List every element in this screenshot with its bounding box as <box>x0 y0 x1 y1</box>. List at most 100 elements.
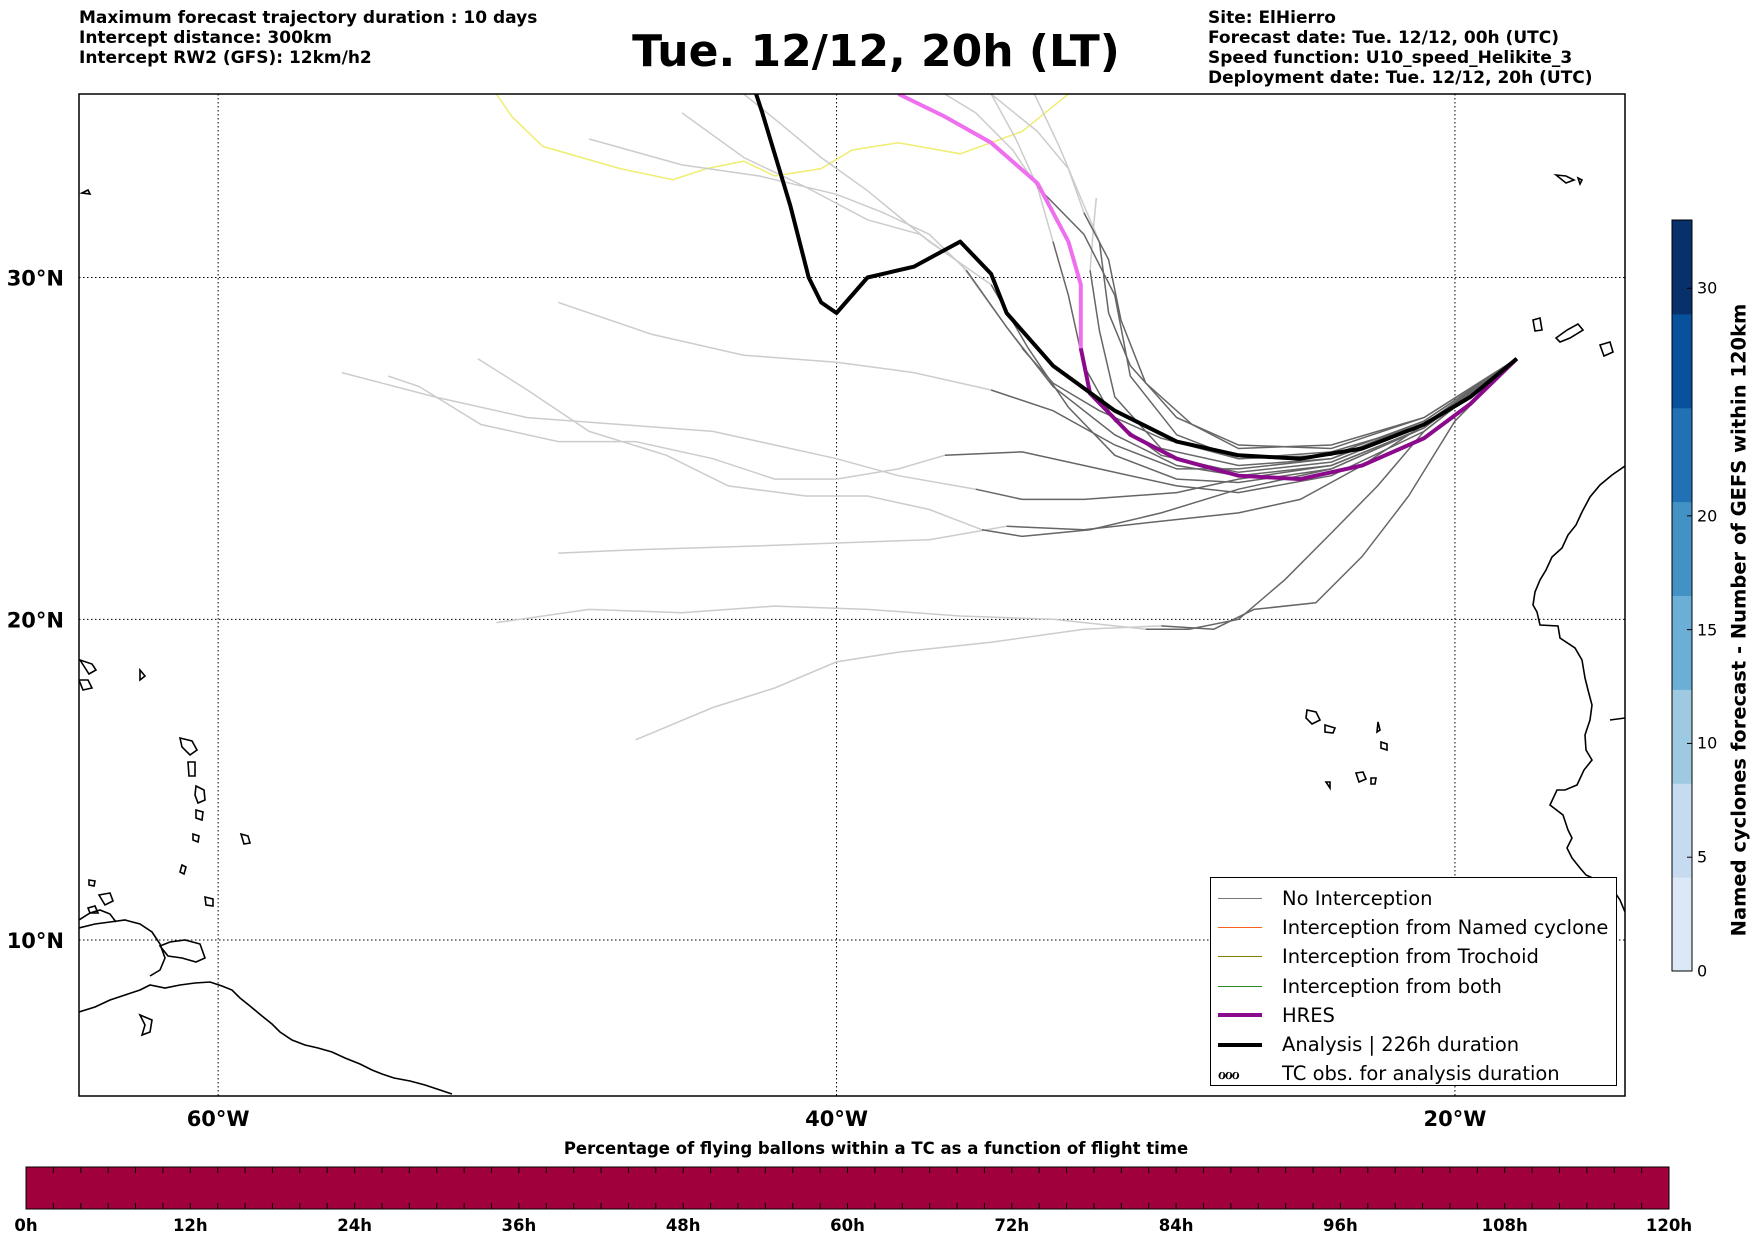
colorbar-segment <box>1672 689 1692 784</box>
settings-line-duration: Maximum forecast trajectory duration : 1… <box>79 8 538 28</box>
coastline-lesser-antilles-11 <box>86 905 100 914</box>
settings-line-intercept-rw2: Intercept RW2 (GFS): 12km/h2 <box>79 48 372 68</box>
legend-item-both: Interception from both <box>1211 972 1616 1001</box>
legend-swatch <box>1218 898 1262 900</box>
hres-trajectory <box>1078 347 1519 482</box>
lat-tick-label: 20°N <box>7 608 64 632</box>
legend-swatch <box>1218 956 1262 958</box>
legend-item-tc-obs: ℴℴℴ TC obs. for analysis duration <box>1211 1059 1616 1088</box>
ensemble-trajectory-late <box>558 301 992 391</box>
colorbar-frame <box>1671 219 1693 972</box>
forecast-date-line: Forecast date: Tue. 12/12, 00h (UTC) <box>1208 28 1559 48</box>
site-line: Site: ElHierro <box>1208 8 1336 28</box>
legend-item-no-interception: No Interception <box>1211 884 1616 913</box>
coastline-lesser-antilles-3 <box>187 761 196 777</box>
flight-time-tick-label: 24h <box>337 1216 372 1235</box>
cyclone-count-tick-label: 0 <box>1697 961 1708 981</box>
coastline-guinea <box>1609 717 1625 721</box>
ensemble-trajectory-late <box>944 94 1039 188</box>
coastline-lesser-antilles-5 <box>195 808 204 822</box>
cyclone-count-tick-label: 5 <box>1697 847 1708 867</box>
coastline-madeira <box>1553 173 1576 184</box>
legend-swatch <box>1218 985 1262 987</box>
cyclone-count-tick-label: 20 <box>1697 506 1718 526</box>
coastline-lesser-antilles-14 <box>79 679 94 691</box>
lat-tick-label: 30°N <box>7 266 64 290</box>
coastline-cape-verde-5 <box>1354 771 1368 784</box>
colorbar-segment <box>1672 501 1692 596</box>
coastline-canary-2 <box>1554 322 1585 343</box>
legend-item-hres: HRES <box>1211 1001 1616 1030</box>
coastline-venezuela <box>79 919 166 977</box>
coastline-azores-edge <box>79 188 92 195</box>
coastline-lesser-antilles-1 <box>79 658 98 676</box>
ensemble-trajectory-late <box>387 375 946 480</box>
coastline-lesser-antilles-4 <box>194 784 206 805</box>
coastline-cape-verde-7 <box>1324 781 1331 791</box>
coastline-lesser-antilles-10 <box>97 892 115 907</box>
ensemble-trajectory <box>1036 186 1518 460</box>
coastline-gulf <box>79 909 117 923</box>
speed-function-line: Speed function: U10_speed_Helikite_3 <box>1208 48 1573 68</box>
legend-label: HRES <box>1282 1003 1335 1027</box>
coastline-lesser-antilles-8 <box>239 832 252 845</box>
legend-swatch <box>1218 1042 1262 1047</box>
coastline-trinidad <box>158 939 207 963</box>
trajectory-layer <box>341 94 1519 741</box>
coastline-africa <box>1532 465 1625 913</box>
legend-swatch <box>1218 927 1262 929</box>
flight-time-colorbar-title: Percentage of flying ballons within a TC… <box>563 1139 1189 1158</box>
cyclone-count-tick-label: 30 <box>1697 278 1718 298</box>
ensemble-trajectory <box>944 358 1518 494</box>
cyclone-count-colorbar-title: Named cyclones forecast - Number of GEFS… <box>1727 303 1751 937</box>
flight-time-tick-label: 12h <box>172 1216 208 1235</box>
legend: No Interception Interception from Named … <box>1210 877 1617 1086</box>
ensemble-trajectory-late <box>341 371 976 490</box>
colorbar-segment <box>1672 220 1692 315</box>
legend-item-analysis: Analysis | 226h duration <box>1211 1030 1616 1059</box>
coastline-lesser-antilles-7 <box>179 863 187 876</box>
coastline-cape-verde-4 <box>1380 740 1388 752</box>
coastline-lesser-antilles-2 <box>178 736 199 757</box>
ensemble-trajectory-late <box>477 358 983 531</box>
coastline-lesser-antilles-12 <box>204 895 214 907</box>
lat-tick-label: 10°N <box>7 929 64 953</box>
flight-time-tick-label: 0h <box>14 1216 38 1235</box>
flight-time-tick-label: 96h <box>1323 1216 1358 1235</box>
cyclone-count-tick-label: 10 <box>1697 733 1718 753</box>
legend-label: Interception from Named cyclone <box>1282 916 1609 940</box>
ensemble-trajectory <box>990 284 1518 484</box>
lon-tick-label: 40°W <box>805 1107 868 1131</box>
coastlines <box>79 173 1625 1095</box>
coastline-cape-verde-1 <box>1305 709 1322 725</box>
cyclone-count-colorbar <box>1671 219 1693 972</box>
flight-time-tick-label: 72h <box>994 1216 1030 1235</box>
coastline-cape-verde-6 <box>1370 777 1377 785</box>
coastline-madeira-2 <box>1576 176 1584 187</box>
legend-item-trochoid: Interception from Trochoid <box>1211 942 1616 971</box>
coastline-lesser-antilles-6 <box>192 832 200 844</box>
ensemble-trajectory-late <box>990 94 1054 242</box>
lon-tick-label: 60°W <box>187 1107 250 1131</box>
colorbar-segment <box>1672 783 1692 878</box>
flight-time-tick-label: 120h <box>1645 1216 1693 1235</box>
coastline-canary-1 <box>1532 316 1543 332</box>
ensemble-trajectory <box>965 269 1518 477</box>
coastline-canary-3 <box>1598 341 1614 358</box>
tc-symbol-icon: ℴℴℴ <box>1218 1063 1240 1084</box>
deployment-date-line: Deployment date: Tue. 12/12, 20h (UTC) <box>1208 68 1593 88</box>
ensemble-trajectory-late <box>588 138 967 271</box>
ensemble-trajectory-late <box>990 94 1085 213</box>
flight-time-tick-label: 84h <box>1158 1216 1194 1235</box>
flight-time-tick-label: 60h <box>830 1216 865 1235</box>
page-title: Tue. 12/12, 20h (LT) <box>632 26 1120 77</box>
colorbar-segment <box>1672 877 1692 972</box>
coastline-guyana <box>138 1013 153 1037</box>
lon-tick-label: 20°W <box>1423 1107 1486 1131</box>
legend-label: Interception from both <box>1282 974 1502 998</box>
site-info: Site: ElHierro Forecast date: Tue. 12/12… <box>1208 8 1593 88</box>
ensemble-trajectory-late <box>496 605 1146 630</box>
flight-time-tick-label: 36h <box>501 1216 537 1235</box>
trajectory-yellow <box>495 94 1069 181</box>
